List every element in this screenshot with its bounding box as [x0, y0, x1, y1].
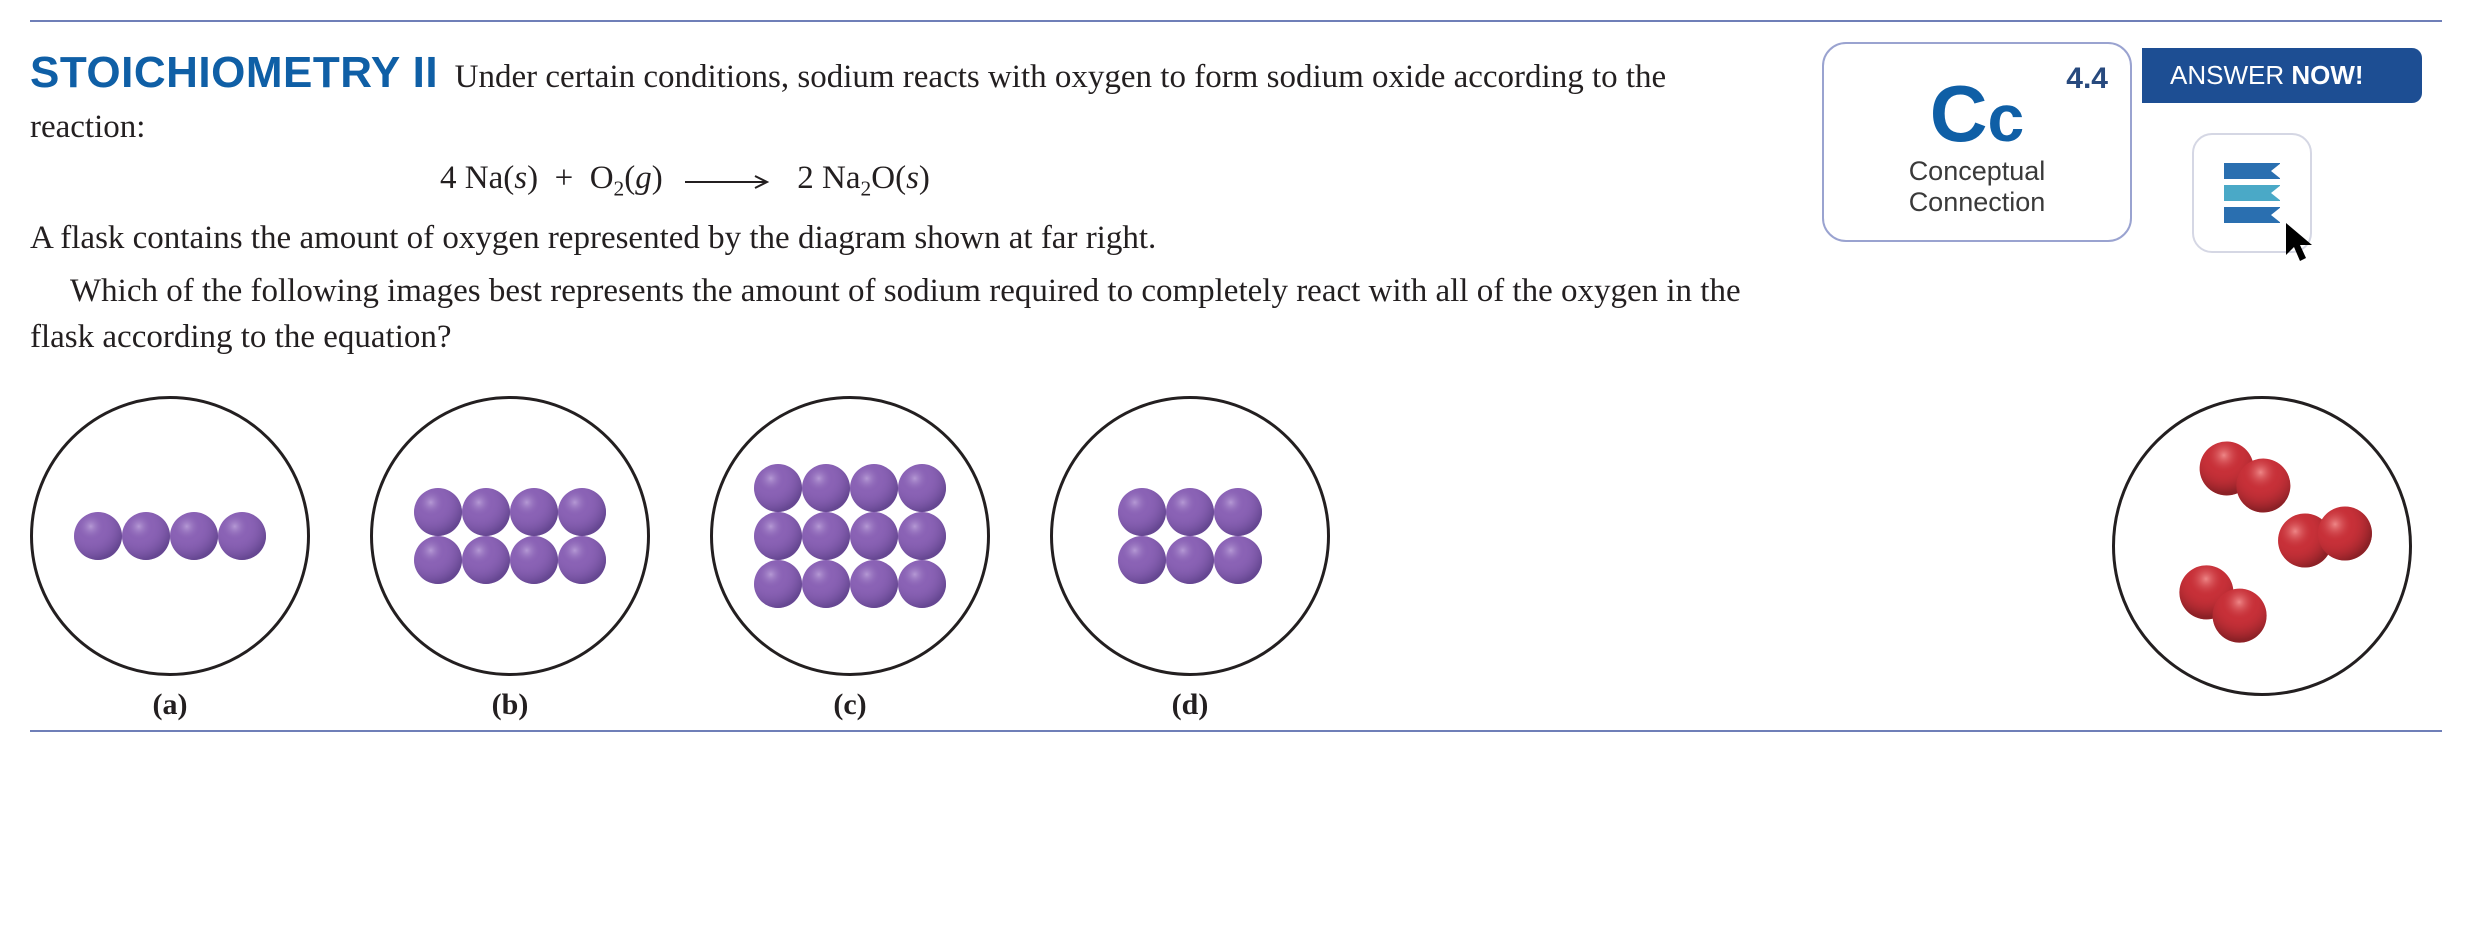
cc-sub2: Connection	[1909, 187, 2046, 217]
sodium-flask	[30, 396, 310, 676]
sodium-spheres-icon	[1114, 484, 1266, 588]
sodium-flask	[1050, 396, 1330, 676]
sodium-spheres-icon	[410, 484, 610, 588]
state-o2: g	[635, 160, 652, 196]
plus-sign: +	[555, 160, 574, 196]
exercise-container: STOICHIOMETRY II Under certain condition…	[30, 20, 2442, 732]
top-row: STOICHIOMETRY II Under certain condition…	[30, 42, 2442, 366]
option-label: (c)	[710, 688, 990, 722]
oxygen-molecules-icon	[2115, 399, 2415, 699]
answer-options: (a) (b) (c) (d)	[30, 396, 1330, 722]
sidebar: 4.4 Cc Conceptual Connection ANSWER NOW!	[1822, 42, 2442, 253]
option-label: (a)	[30, 688, 310, 722]
cc-logo-small: c	[1988, 81, 2025, 155]
sodium-spheres-icon	[750, 460, 950, 612]
state-na2o: s	[906, 160, 919, 196]
option-b[interactable]: (b)	[370, 396, 650, 722]
conceptual-connection-box: 4.4 Cc Conceptual Connection	[1822, 42, 2132, 242]
sodium-flask	[370, 396, 650, 676]
oxygen-flask-wrap	[2112, 396, 2442, 696]
sub-na2: 2	[861, 176, 872, 200]
state-na: s	[514, 160, 527, 196]
bookmark-app-button[interactable]	[2192, 133, 2312, 253]
option-d[interactable]: (d)	[1050, 396, 1330, 722]
intro-paragraph: STOICHIOMETRY II Under certain condition…	[30, 42, 1782, 150]
option-label: (d)	[1050, 688, 1330, 722]
cc-sub1: Conceptual	[1909, 156, 2046, 186]
sub-o2: 2	[614, 176, 625, 200]
species-na2o-na: Na	[822, 160, 860, 196]
option-c[interactable]: (c)	[710, 396, 990, 722]
species-na: Na	[465, 160, 503, 196]
line2-text: A flask contains the amount of oxygen re…	[30, 215, 1782, 261]
chemical-equation: 4 Na(s) + O2(g) 2 Na2O(s)	[30, 160, 1782, 202]
line3-text: Which of the following images best repre…	[30, 268, 1782, 360]
sodium-spheres-icon	[70, 508, 270, 564]
option-label: (b)	[370, 688, 650, 722]
answer-column: ANSWER NOW!	[2152, 42, 2442, 253]
answer-pre: ANSWER	[2170, 60, 2291, 90]
reaction-arrow-icon	[685, 162, 775, 199]
coef-na2o: 2	[797, 160, 814, 196]
bookmark-flags-icon	[2224, 163, 2280, 223]
text-column: STOICHIOMETRY II Under certain condition…	[30, 42, 1822, 366]
flasks-row: (a) (b) (c) (d)	[30, 396, 2442, 722]
species-o: O	[590, 160, 614, 196]
cc-subtitle: Conceptual Connection	[1846, 156, 2108, 218]
answer-now-button[interactable]: ANSWER NOW!	[2142, 48, 2422, 103]
coef-na: 4	[440, 160, 457, 196]
oxygen-flask	[2112, 396, 2412, 696]
cc-logo-big: C	[1930, 69, 1988, 158]
cursor-icon	[2282, 221, 2328, 267]
sodium-flask	[710, 396, 990, 676]
option-a[interactable]: (a)	[30, 396, 310, 722]
exercise-heading: STOICHIOMETRY II	[30, 48, 438, 97]
answer-bold: NOW!	[2291, 60, 2363, 90]
species-na2o-o: O	[871, 160, 895, 196]
